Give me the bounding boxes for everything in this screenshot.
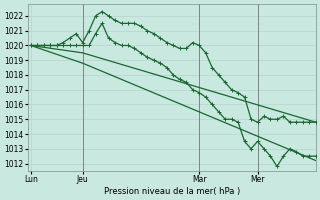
- X-axis label: Pression niveau de la mer( hPa ): Pression niveau de la mer( hPa ): [104, 187, 240, 196]
